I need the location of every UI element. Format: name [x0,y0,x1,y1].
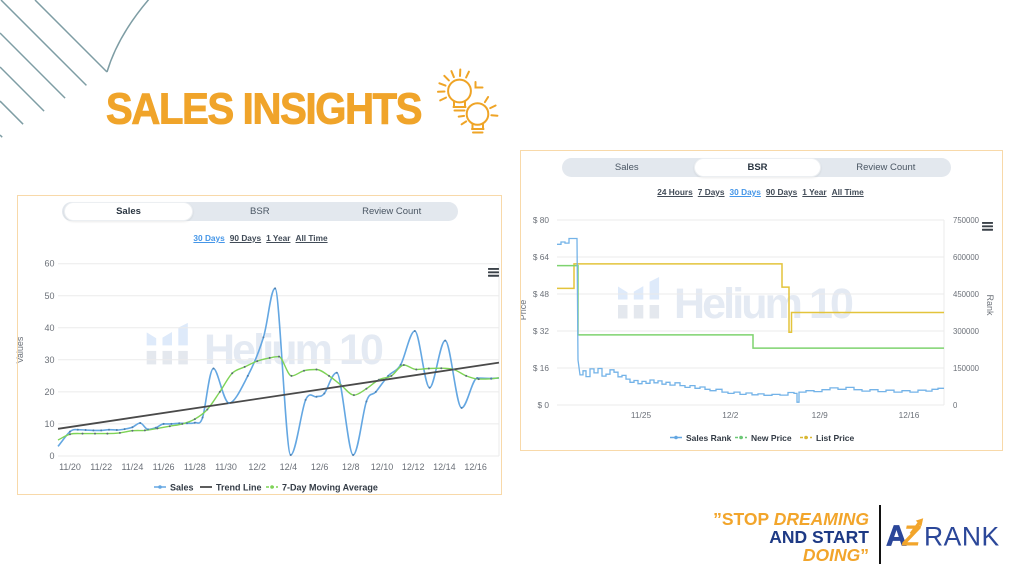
svg-text:$ 48: $ 48 [533,289,550,299]
svg-text:12/8: 12/8 [342,462,360,472]
svg-text:Helium 10: Helium 10 [674,280,853,328]
svg-text:12/6: 12/6 [311,462,329,472]
svg-text:11/30: 11/30 [215,462,237,472]
svg-text:$ 32: $ 32 [533,326,550,336]
svg-text:$ 64: $ 64 [533,252,550,262]
svg-text:$ 16: $ 16 [533,363,550,373]
svg-text:600000: 600000 [953,253,980,262]
svg-text:Sales Rank: Sales Rank [686,433,732,443]
svg-text:12/2: 12/2 [248,462,266,472]
svg-text:Trend Line: Trend Line [216,483,262,493]
svg-text:12/4: 12/4 [280,462,298,472]
svg-text:10: 10 [44,419,54,429]
svg-text:12/12: 12/12 [402,462,425,472]
svg-text:11/26: 11/26 [153,462,175,472]
svg-text:Price: Price [520,300,528,321]
svg-text:11/25: 11/25 [631,410,652,420]
svg-text:60: 60 [44,259,54,269]
svg-text:New Price: New Price [751,433,792,443]
svg-text:12/16: 12/16 [899,410,920,420]
svg-text:List Price: List Price [816,433,855,443]
svg-text:450000: 450000 [953,290,980,299]
svg-text:Rank: Rank [985,294,995,316]
svg-text:$ 80: $ 80 [533,215,550,225]
svg-text:40: 40 [44,323,54,333]
svg-text:$ 0: $ 0 [537,400,549,410]
svg-text:11/28: 11/28 [184,462,206,472]
svg-text:12/2: 12/2 [722,410,739,420]
svg-text:750000: 750000 [953,216,980,225]
svg-text:11/22: 11/22 [90,462,112,472]
svg-text:A: A [886,521,907,553]
svg-text:Values: Values [16,336,25,363]
svg-text:7-Day Moving Average: 7-Day Moving Average [282,483,378,493]
svg-text:12/10: 12/10 [371,462,394,472]
svg-text:300000: 300000 [953,327,980,336]
svg-text:0: 0 [953,401,958,410]
svg-text:20: 20 [44,387,54,397]
svg-text:Helium 10: Helium 10 [204,326,383,374]
svg-text:RANK: RANK [924,522,1000,552]
svg-text:0: 0 [49,451,54,461]
svg-text:11/20: 11/20 [59,462,81,472]
svg-text:12/9: 12/9 [812,410,829,420]
svg-text:12/16: 12/16 [464,462,487,472]
svg-text:11/24: 11/24 [121,462,143,472]
svg-text:50: 50 [44,291,54,301]
svg-text:30: 30 [44,355,54,365]
svg-text:150000: 150000 [953,364,980,373]
svg-text:12/14: 12/14 [433,462,456,472]
svg-text:Sales: Sales [170,483,194,493]
